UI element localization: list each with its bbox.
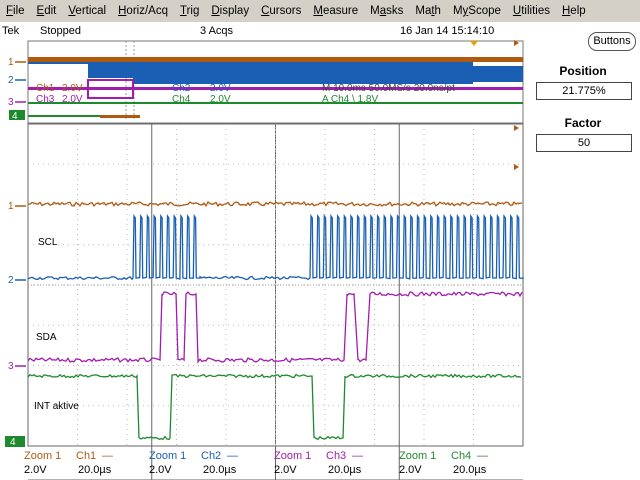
acq-state: Stopped <box>40 25 81 37</box>
overview-ch4-label: Ch4 <box>172 94 191 105</box>
menu-edit[interactable]: Edit <box>36 5 57 17</box>
waveform-canvas[interactable]: Ch1 2.0V Ch3 2.0V Ch2 2.0V Ch4 2.0V M 10… <box>0 40 525 480</box>
overview-ch2-label: Ch2 <box>172 83 191 94</box>
svg-text:1: 1 <box>8 201 14 212</box>
menu-masks[interactable]: Masks <box>370 5 404 17</box>
readout-channel: Ch2 <box>201 450 222 462</box>
zoom-ch4-marker[interactable]: 4 <box>5 436 25 448</box>
readout-volts: 2.0V <box>149 464 172 476</box>
readout-ch4[interactable]: Zoom 1 Ch4 — 2.0V 20.0µs <box>399 450 488 476</box>
overview-timebase: M 10.0ms 50.0MS/s 20.0ns/pt <box>322 83 455 94</box>
sda-label: SDA <box>36 332 57 343</box>
overview-ch4-scale: 2.0V <box>210 94 231 105</box>
readout-channel: Ch3 <box>326 450 347 462</box>
overview-ch2-trace <box>133 62 473 84</box>
scope-display[interactable]: Ch1 2.0V Ch3 2.0V Ch2 2.0V Ch4 2.0V M 10… <box>0 40 525 480</box>
zoom-ch3-marker[interactable]: 3 <box>8 361 26 372</box>
overview-ch3-label: Ch3 <box>36 94 55 105</box>
side-panel: Buttons Position 21.775% Factor 50 <box>526 24 640 480</box>
ch1-trace <box>27 201 523 208</box>
menu-vertical[interactable]: Vertical <box>68 5 107 17</box>
acq-count: 3 Acqs <box>200 25 234 37</box>
menu-cursors[interactable]: Cursors <box>261 5 302 17</box>
svg-text:2: 2 <box>8 75 14 86</box>
status-bar: Tek Stopped 3 Acqs 16 Jan 14 15:14:10 <box>0 24 525 40</box>
svg-text:1: 1 <box>8 57 14 68</box>
overview-ch3-scale: 2.0V <box>62 94 83 105</box>
readout-channel: Ch4 <box>451 450 472 462</box>
readout-volts: 2.0V <box>24 464 47 476</box>
menu-measure[interactable]: Measure <box>313 5 359 17</box>
menu-utilities[interactable]: Utilities <box>512 5 550 17</box>
overview-ch1-trace <box>28 57 523 62</box>
readout-volts: 2.0V <box>399 464 422 476</box>
scl-trace <box>27 213 524 281</box>
readout-zoom: Zoom 1 <box>149 450 187 462</box>
ch4-marker[interactable]: 4 <box>9 110 25 122</box>
overview-ch1-label: Ch1 <box>36 83 55 94</box>
overview-trigger: A Ch4 \ 1.8V <box>322 94 378 105</box>
svg-text:3: 3 <box>8 97 14 108</box>
readout-channel: Ch1 <box>76 450 97 462</box>
readout-zoom: Zoom 1 <box>274 450 312 462</box>
zoom-ch2-marker[interactable]: 2 <box>8 275 26 286</box>
svg-text:4: 4 <box>12 111 18 122</box>
position-field[interactable]: 21.775% <box>536 82 632 100</box>
readout-time: 20.0µs <box>203 464 237 476</box>
menu-horizacq[interactable]: Horiz/Acq <box>118 5 168 17</box>
ch1-marker[interactable]: 1 <box>8 57 26 68</box>
brand-label: Tek <box>2 25 20 37</box>
readout-zoom: Zoom 1 <box>24 450 62 462</box>
zoom-ch1-marker[interactable]: 1 <box>8 201 26 212</box>
readout-time: 20.0µs <box>328 464 362 476</box>
buttons-button[interactable]: Buttons <box>588 32 636 51</box>
readout-ch2[interactable]: Zoom 1 Ch2 — 2.0V 20.0µs <box>149 450 238 476</box>
channel-markers[interactable]: 1 2 3 4 1 2 3 <box>5 57 26 448</box>
readout-ch3[interactable]: Zoom 1 Ch3 — 2.0V 20.0µs <box>274 450 363 476</box>
overview-ch3-trace <box>28 87 523 90</box>
menu-help[interactable]: Help <box>561 5 586 17</box>
ch2-marker[interactable]: 2 <box>8 75 26 86</box>
int-trace <box>27 373 522 441</box>
readout-time: 20.0µs <box>78 464 112 476</box>
menu-trig[interactable]: Trig <box>179 5 200 17</box>
svg-text:4: 4 <box>10 437 16 448</box>
readout-volts: 2.0V <box>274 464 297 476</box>
overview-panel: Ch1 2.0V Ch3 2.0V Ch2 2.0V Ch4 2.0V M 10… <box>27 40 524 124</box>
svg-text:3: 3 <box>8 361 14 372</box>
menu-display[interactable]: Display <box>211 5 250 17</box>
graticule <box>27 123 524 480</box>
overview-ch4-trace <box>28 102 523 104</box>
svg-text:2: 2 <box>8 275 14 286</box>
menu-myscope[interactable]: MyScope <box>452 5 501 17</box>
ch3-marker[interactable]: 3 <box>8 97 26 108</box>
menu-file[interactable]: File <box>6 5 25 17</box>
readout-ch1[interactable]: Zoom 1 Ch1 — 2.0V 20.0µs <box>24 450 113 476</box>
overview-ch2-scale: 2.0V <box>210 83 231 94</box>
menu-bar: File Edit Vertical Horiz/Acq Trig Display Curs… <box>0 0 640 22</box>
level-arrows <box>514 40 519 170</box>
overview-ch1-scale: 2.0V <box>62 83 83 94</box>
factor-label: Factor <box>564 116 602 130</box>
int-label: INT aktive <box>34 401 79 412</box>
position-label: Position <box>559 64 607 78</box>
factor-field[interactable]: 50 <box>536 134 632 152</box>
readout-time: 20.0µs <box>453 464 487 476</box>
menu-math[interactable]: Math <box>415 5 441 17</box>
trigger-position-icon <box>470 41 478 46</box>
sda-trace <box>27 291 523 364</box>
scl-label: SCL <box>38 237 58 248</box>
readout-zoom: Zoom 1 <box>399 450 437 462</box>
datetime: 16 Jan 14 15:14:10 <box>400 25 495 37</box>
